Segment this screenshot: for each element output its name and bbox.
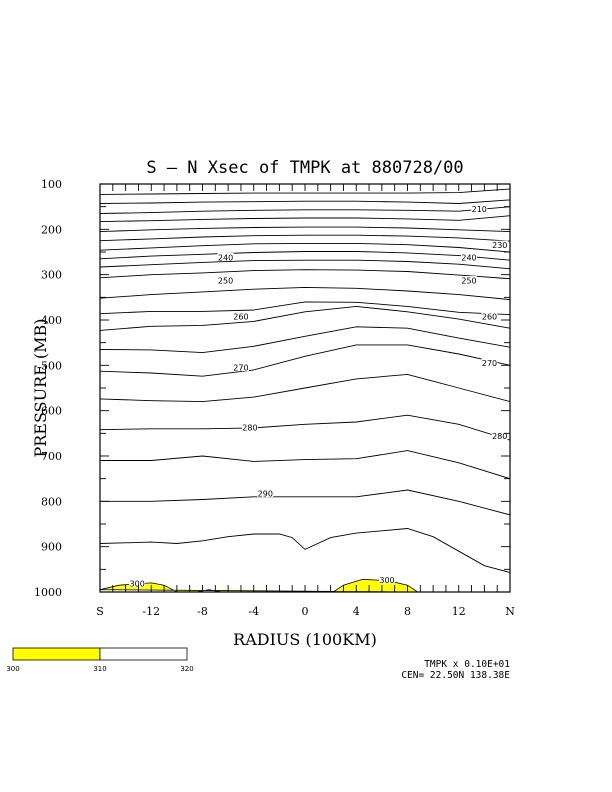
x-tick-label-7: 12 [452,605,466,618]
contour-line-12 [99,305,511,331]
contour-label-bg-11 [491,431,508,440]
contour-label-12: 290 [258,490,273,499]
contour-line-8 [99,259,511,270]
y-tick-label-5: 600 [41,405,62,418]
contour-label-3: 240 [461,253,476,262]
contour-label-bg-9 [481,358,498,367]
x-tick-label-2: -8 [197,605,208,618]
y-tick-label-1: 200 [41,223,62,236]
contour-line-9 [99,269,511,280]
shaded-regions [99,578,420,593]
y-tick-label-6: 700 [41,450,62,463]
contour-label-bg-12 [257,489,274,498]
y-axis-label: PRESSURE (MB) [31,318,50,457]
x-axis-label: RADIUS (100KM) [233,630,377,649]
contour-line-19 [99,528,511,573]
axis-ticks: S -12 -8 -4 0 4 8 12 N 100 200 300 400 500 600 700 800 90… [34,178,515,618]
units-note: TMPK x 0.10E+01 [424,659,510,670]
contour-line-11 [99,301,511,316]
x-tick-label-4: 0 [302,605,309,618]
contour-line-0 [99,188,511,195]
chart-title: S – N Xsec of TMPK at 880728/00 [146,158,463,178]
contour-label-bg-2 [217,252,234,261]
x-tick-label-5: 4 [353,605,360,618]
contour-line-15 [99,373,511,403]
y-tick-label-2: 300 [41,269,62,282]
contour-line-10 [99,286,511,301]
y-tick-label-0: 100 [41,178,62,191]
contour-line-3 [99,215,511,223]
colorbar-box-1 [99,647,188,661]
y-tick-label-7: 800 [41,495,62,508]
contour-label-4: 250 [218,277,233,286]
colorbar-box-0 [12,647,101,661]
x-tick-label-6: 8 [404,605,411,618]
x-tick-label-1: -12 [142,605,160,618]
y-tick-label-9: 1000 [34,586,62,599]
contour-line-1 [99,199,511,204]
contour-label-14: 300 [379,576,394,585]
contour-line-13 [99,326,511,354]
contour-label-5: 250 [461,277,476,286]
contour-label-7: 260 [482,312,497,321]
contour-line-6 [99,242,511,253]
colorbar-label-1: 310 [93,665,106,673]
colorbar-label-2: 320 [180,665,193,673]
y-tick-label-4: 500 [41,359,62,372]
contour-line-4 [99,226,511,233]
contour-label-10: 280 [242,423,257,432]
center-note: CEN= 22.50N 138.38E [401,670,510,681]
x-tick-label-3: -4 [248,605,259,618]
colorbar-label-0: 300 [6,665,19,673]
x-tick-label-0: S [96,605,104,618]
shaded-region-0 [99,578,420,593]
contour-label-bg-1 [491,240,508,249]
contour-label-11: 280 [492,432,507,441]
contour-label-bg-10 [241,422,258,431]
contour-label-bg-6 [232,311,249,320]
contour-label-9: 270 [482,359,497,368]
contour-line-17 [100,450,511,480]
contour-line-7 [99,251,511,261]
contour-label-bg-13 [129,578,146,587]
contour-label-bg-14 [379,575,395,584]
contour-label-bg-5 [461,276,477,285]
contour-label-13: 300 [130,579,145,588]
colorbar: 300 310 320 [6,647,194,673]
contour-label-bg-0 [471,204,488,213]
y-tick-label-3: 400 [41,314,62,327]
contour-label-bg-4 [217,276,234,285]
contour-line-18 [100,489,511,516]
contour-line-2 [99,206,511,214]
contour-label-8: 270 [233,364,248,373]
x-tick-label-8: N [505,605,515,618]
contour-label-0: 210 [472,205,487,214]
contour-line-14 [99,344,511,377]
y-tick-label-8: 900 [41,541,62,554]
contour-label-6: 260 [233,312,248,321]
contour-label-2: 240 [218,253,233,262]
contour-label-bg-7 [481,311,498,320]
contour-line-16 [99,414,511,441]
contour-lines [99,188,511,573]
contour-label-bg-3 [461,252,477,261]
contour-labels: 210 230 240 240 250 250 260 260 270 270 280 280 290 3… [129,204,508,588]
contour-line-5 [99,234,511,242]
contour-label-1: 230 [492,241,507,250]
contour-label-bg-8 [232,363,249,372]
